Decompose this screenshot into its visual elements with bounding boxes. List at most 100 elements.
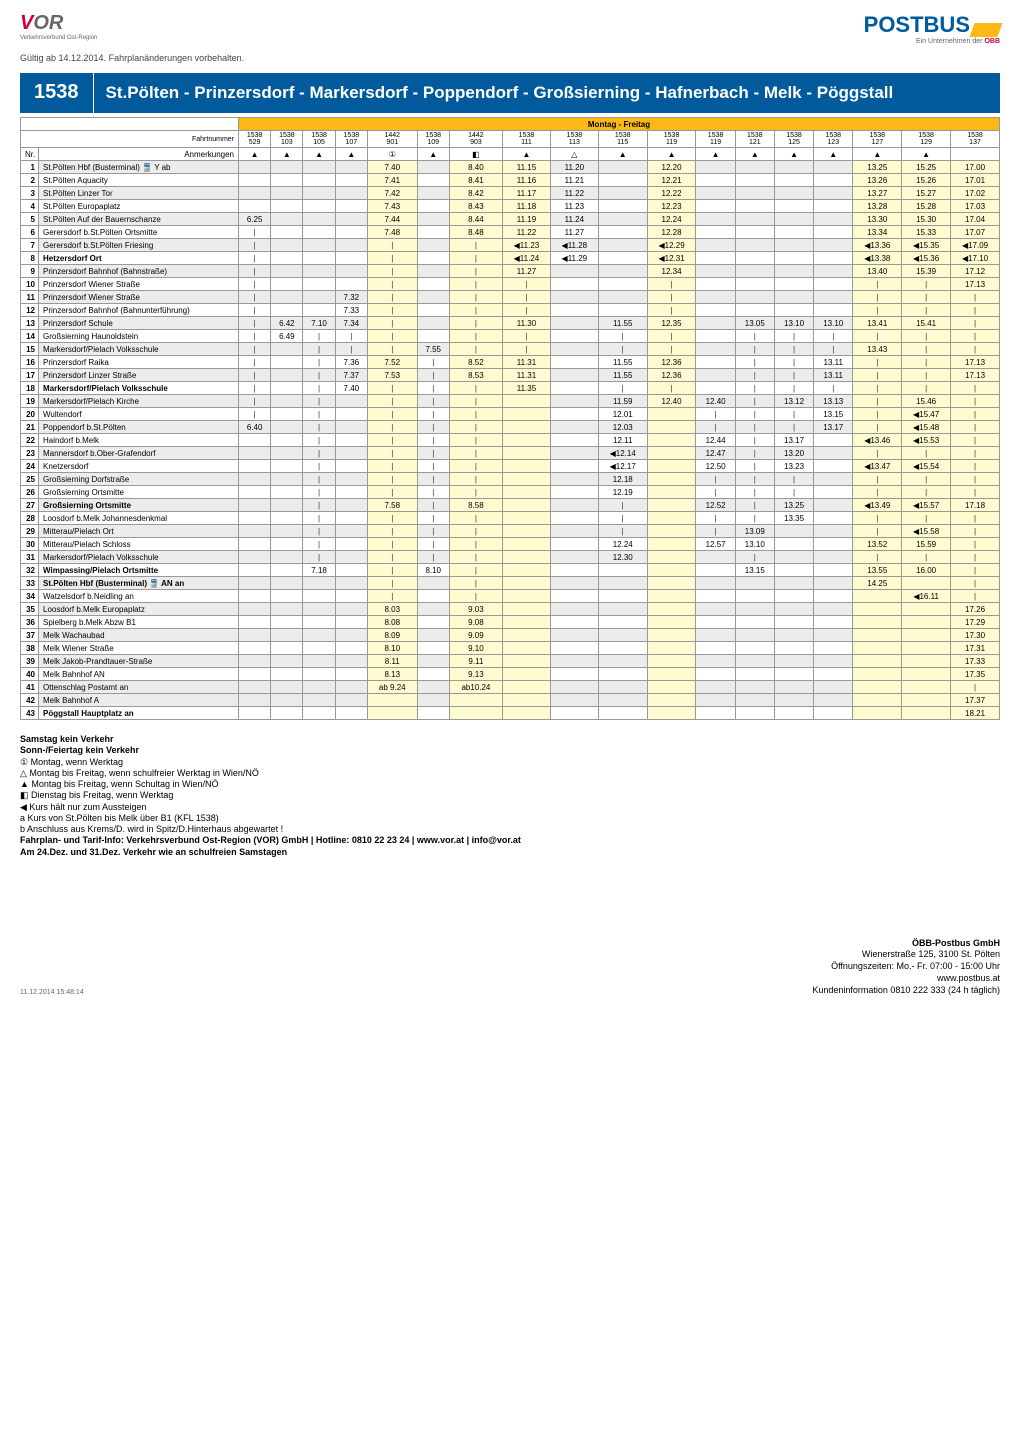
note-line: ▲ Montag bis Freitag, wenn Schultag in W… xyxy=(20,779,1000,790)
time-cell: | xyxy=(303,486,335,499)
time-cell xyxy=(647,577,696,590)
table-row: 2St.Pölten Aquacity7.418.4111.1611.2112.… xyxy=(21,174,1000,187)
vor-sub: Verkehrsverbund Ost-Region xyxy=(20,35,97,41)
time-cell xyxy=(647,590,696,603)
time-cell xyxy=(598,564,647,577)
time-cell xyxy=(239,161,271,174)
time-cell xyxy=(550,668,598,681)
time-cell xyxy=(598,265,647,278)
time-cell: | xyxy=(417,512,449,525)
time-cell: | xyxy=(239,265,271,278)
time-cell xyxy=(774,694,813,707)
time-cell: 13.27 xyxy=(853,187,902,200)
time-cell xyxy=(417,603,449,616)
stop-name: Prinzersdorf Schule xyxy=(39,317,239,330)
time-cell: | xyxy=(696,525,735,538)
time-cell xyxy=(814,603,853,616)
time-cell: 11.22 xyxy=(550,187,598,200)
time-cell xyxy=(696,629,735,642)
time-cell: 8.58 xyxy=(449,499,502,512)
row-nr: 17 xyxy=(21,369,39,382)
time-cell: 18.21 xyxy=(951,707,1000,720)
time-cell xyxy=(417,694,449,707)
stop-name: Großsierning Ortsmitte xyxy=(39,486,239,499)
fahrtnummer-label: Fahrtnummer xyxy=(21,131,239,148)
time-cell xyxy=(271,577,303,590)
time-cell: | xyxy=(647,382,696,395)
time-cell xyxy=(735,668,774,681)
time-cell xyxy=(335,577,367,590)
time-cell xyxy=(735,278,774,291)
fahrt-col: 1442903 xyxy=(449,131,502,148)
row-nr: 16 xyxy=(21,356,39,369)
time-cell: 15.26 xyxy=(902,174,951,187)
time-cell xyxy=(303,252,335,265)
time-cell xyxy=(814,694,853,707)
time-cell: 17.13 xyxy=(951,278,1000,291)
time-cell: ◀11.24 xyxy=(502,252,550,265)
time-cell xyxy=(417,200,449,213)
time-cell xyxy=(502,525,550,538)
anm-symbol: ▲ xyxy=(647,148,696,161)
fahrt-col: 1442901 xyxy=(367,131,417,148)
stop-name: St.Pölten Auf der Bauernschanze xyxy=(39,213,239,226)
time-cell: | xyxy=(367,590,417,603)
time-cell: 13.41 xyxy=(853,317,902,330)
time-cell xyxy=(814,551,853,564)
time-cell: | xyxy=(367,343,417,356)
time-cell xyxy=(774,525,813,538)
time-cell: 12.34 xyxy=(647,265,696,278)
time-cell xyxy=(774,304,813,317)
time-cell xyxy=(814,200,853,213)
time-cell: | xyxy=(696,408,735,421)
notes-am: Am 24.Dez. und 31.Dez. Verkehr wie an sc… xyxy=(20,847,1000,858)
time-cell: | xyxy=(951,473,1000,486)
time-cell xyxy=(696,187,735,200)
time-cell: 13.52 xyxy=(853,538,902,551)
time-cell xyxy=(598,226,647,239)
time-cell xyxy=(335,616,367,629)
table-row: 22Haindorf b.Melk||||12.1112.44|13.17◀13… xyxy=(21,434,1000,447)
time-cell: 13.17 xyxy=(774,434,813,447)
time-cell xyxy=(239,616,271,629)
time-cell: 11.59 xyxy=(598,395,647,408)
row-nr: 27 xyxy=(21,499,39,512)
time-cell xyxy=(774,239,813,252)
time-cell: 17.18 xyxy=(951,499,1000,512)
time-cell xyxy=(271,356,303,369)
time-cell xyxy=(335,252,367,265)
row-nr: 20 xyxy=(21,408,39,421)
time-cell: | xyxy=(367,512,417,525)
time-cell: 12.40 xyxy=(647,395,696,408)
note-line: b Anschluss aus Krems/D. wird in Spitz/D… xyxy=(20,824,1000,835)
time-cell: 11.15 xyxy=(502,161,550,174)
row-nr: 23 xyxy=(21,447,39,460)
time-cell xyxy=(814,265,853,278)
time-cell xyxy=(598,161,647,174)
row-nr: 21 xyxy=(21,421,39,434)
row-nr: 37 xyxy=(21,629,39,642)
stop-name: Prinzersdorf Wiener Straße xyxy=(39,291,239,304)
time-cell xyxy=(239,187,271,200)
time-cell xyxy=(814,564,853,577)
fahrt-col: 1538529 xyxy=(239,131,271,148)
time-cell xyxy=(647,447,696,460)
fahrt-col: 1538119 xyxy=(647,131,696,148)
time-cell xyxy=(696,577,735,590)
table-row: 37Melk Wachaubad8.099.0917.30 xyxy=(21,629,1000,642)
time-cell: | xyxy=(735,382,774,395)
time-cell xyxy=(271,655,303,668)
time-cell xyxy=(696,382,735,395)
row-nr: 33 xyxy=(21,577,39,590)
time-cell: | xyxy=(951,551,1000,564)
time-cell: 13.30 xyxy=(853,213,902,226)
stop-name: Großsierning Ortsmitte xyxy=(39,499,239,512)
time-cell xyxy=(647,434,696,447)
time-cell xyxy=(647,668,696,681)
time-cell xyxy=(598,629,647,642)
time-cell xyxy=(417,161,449,174)
stop-name: Melk Wiener Straße xyxy=(39,642,239,655)
time-cell xyxy=(902,629,951,642)
time-cell xyxy=(696,707,735,720)
anm-symbol: ▲ xyxy=(303,148,335,161)
